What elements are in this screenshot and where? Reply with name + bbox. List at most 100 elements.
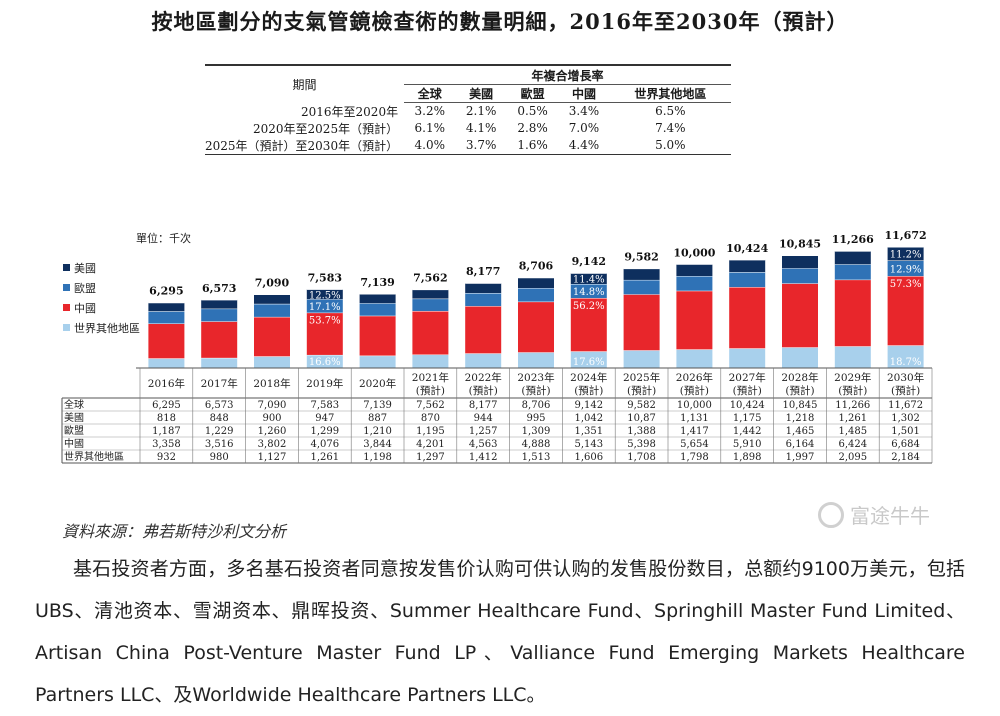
table-cell: 1,351 <box>574 426 603 437</box>
table-row-label: 美國 <box>64 411 84 424</box>
bar-segment-cn <box>676 290 713 350</box>
cagr-value: 0.5% <box>517 104 548 119</box>
chart-title: 按地區劃分的支氣管鏡檢查術的數量明細，2016年至2030年（預計） <box>151 9 849 34</box>
bar-segment-row <box>570 351 607 368</box>
bar-segment-us <box>834 251 871 265</box>
bar-segment-row <box>887 345 924 368</box>
table-cell: 818 <box>157 413 176 424</box>
table-cell: 6,295 <box>152 400 181 411</box>
bar-total-label: 10,424 <box>726 242 768 255</box>
table-cell: 9,582 <box>627 400 656 411</box>
share-label: 17.1% <box>309 302 341 313</box>
table-cell: 5,654 <box>680 439 709 450</box>
bar-segment-eu <box>782 268 818 284</box>
bar-total-label: 8,177 <box>466 265 500 278</box>
share-label: 12.9% <box>890 264 922 275</box>
bar-segment-row <box>465 353 502 368</box>
bar-segment-eu <box>465 293 502 307</box>
bar-segment-eu <box>676 276 713 291</box>
bar-segment-cn <box>201 321 238 358</box>
table-cell: 932 <box>157 452 176 463</box>
category-label: (預計) <box>627 384 656 397</box>
table-cell: 6,424 <box>838 439 867 450</box>
category-label: 2028年 <box>781 371 818 384</box>
category-label: 2026年 <box>676 371 713 384</box>
bar-total-label: 7,090 <box>255 276 290 289</box>
bar-segment-us <box>887 246 924 261</box>
bar-segment-cn <box>518 301 554 353</box>
bar-segment-cn <box>782 283 818 348</box>
share-label: 11.2% <box>890 250 922 261</box>
source-note: 資料來源：弗若斯特沙利文分析 <box>62 522 287 541</box>
table-cell: 1,187 <box>152 426 181 437</box>
category-label: (預計) <box>416 384 445 397</box>
cagr-period: 2020年至2025年（預計） <box>253 121 399 136</box>
bar-segment-cn <box>254 316 290 357</box>
table-cell: 8,177 <box>469 400 498 411</box>
watermark: 富途牛牛 <box>818 500 930 529</box>
category-label: 2021年 <box>412 371 449 384</box>
bar-total-label: 7,139 <box>360 276 394 289</box>
bar-segment-eu <box>834 264 871 280</box>
cagr-value: 7.0% <box>568 121 600 135</box>
cagr-row: 2025年（預計）至2030年（預計） 4.0% 3.7% 1.6% 4.4% … <box>205 136 731 155</box>
cagr-value: 5.0% <box>609 136 731 155</box>
bar-segment-eu <box>254 303 290 317</box>
table-cell: 1,606 <box>574 452 603 463</box>
bar-total-label: 7,562 <box>413 272 447 285</box>
bar-segment-cn <box>570 298 607 352</box>
bar-segment-us <box>306 289 343 300</box>
unit-label: 單位：千次 <box>136 231 191 245</box>
table-cell: 7,090 <box>258 400 287 411</box>
bar-segment-us <box>518 277 554 289</box>
table-cell: 1,042 <box>574 413 603 424</box>
share-label: 11.4% <box>573 275 605 286</box>
table-cell: 6,684 <box>891 439 920 450</box>
table-cell: 11,672 <box>888 400 923 411</box>
table-cell: 11,266 <box>835 400 870 411</box>
table-cell: 10,000 <box>677 400 712 411</box>
bar-segment-cn <box>306 312 343 355</box>
bar-segment-row <box>148 358 185 368</box>
bar-segment-row <box>676 349 713 368</box>
cagr-value: 6.5% <box>655 104 686 119</box>
table-cell: 5,143 <box>574 439 603 450</box>
watermark-text: 富途牛牛 <box>850 504 930 528</box>
table-cell: 1,260 <box>258 426 287 437</box>
table-cell: 1,442 <box>733 426 762 437</box>
cagr-value: 3.2% <box>414 104 446 119</box>
table-cell: 887 <box>368 413 387 424</box>
legend-swatch <box>63 324 70 331</box>
legend-entry: 歐盟 <box>74 281 96 295</box>
bar-segment-us <box>148 302 185 312</box>
bar-segment-row <box>834 346 871 368</box>
cagr-table: 期間 年複合增長率 全球 美國 歐盟 中國 世界其他地區 2016年至2020年… <box>205 64 731 155</box>
table-cell: 2,095 <box>838 452 867 463</box>
share-label: 12.5% <box>309 290 341 301</box>
table-cell: 6,164 <box>786 439 815 450</box>
table-cell: 1,417 <box>680 426 709 437</box>
category-label: 2030年 <box>887 371 924 384</box>
cagr-col-header: 全球 <box>404 84 456 103</box>
category-label: (預計) <box>838 384 867 397</box>
bar-segment-us <box>782 255 818 269</box>
table-row-label: 中國 <box>64 437 84 450</box>
table-cell: 7,562 <box>416 400 445 411</box>
table-cell: 9,142 <box>574 400 603 411</box>
legend-swatch <box>63 264 70 271</box>
table-cell: 1,198 <box>363 452 392 463</box>
category-label: 2025年 <box>623 371 660 384</box>
cagr-value: 7.4% <box>655 121 686 135</box>
table-cell: 1,997 <box>786 452 815 463</box>
cagr-period: 2016年至2020年 <box>301 104 399 119</box>
category-label: 2024年 <box>570 371 607 384</box>
cagr-value: 2.8% <box>517 121 548 135</box>
bar-segment-cn <box>412 310 449 355</box>
bar-segment-us <box>465 283 502 294</box>
bar-segment-us <box>729 259 766 273</box>
category-label: (預計) <box>891 384 920 397</box>
table-cell: 1,261 <box>838 413 867 424</box>
bar-total-label: 8,706 <box>519 260 554 273</box>
cagr-row: 2016年至2020年 3.2% 2.1% 0.5% 3.4% 6.5% <box>205 103 731 120</box>
table-cell: 5,910 <box>733 439 762 450</box>
